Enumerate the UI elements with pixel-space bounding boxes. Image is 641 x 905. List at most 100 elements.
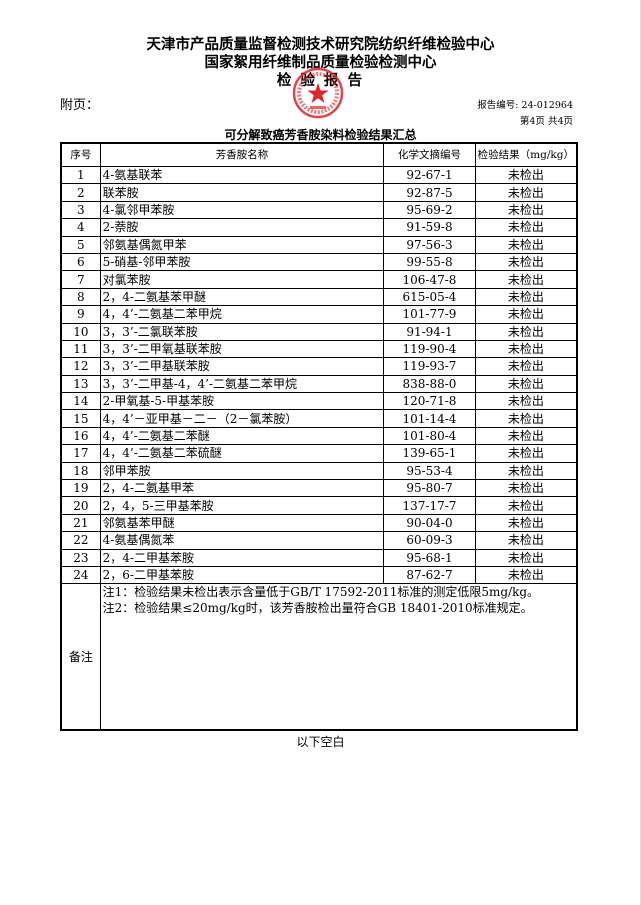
test-result: 未检出 [474, 200, 578, 220]
test-result: 未检出 [474, 270, 578, 289]
cas-number: 101-80-4 [383, 426, 476, 446]
table-row: 22 4-氨基偶氮苯 60-09-3 未检出 [60, 531, 578, 550]
table-title: 可分解致癌芳香胺染料检验结果汇总 [224, 128, 417, 142]
org-line-2: 国家絮用纤维制品质量检验检测中心 [204, 55, 437, 71]
test-result: 未检出 [474, 322, 578, 341]
test-result: 未检出 [474, 252, 578, 272]
amine-name: 2，4-二氨基苯甲醚 [99, 287, 385, 307]
row-number: 24 [60, 565, 101, 585]
row-number: 10 [60, 322, 101, 341]
table-row: 24 2，6-二甲基苯胺 87-62-7 未检出 [60, 565, 578, 585]
amine-name: 对氯苯胺 [99, 270, 385, 289]
row-number: 16 [60, 426, 101, 446]
report-number: 报告编号: 24-012964 [477, 100, 573, 111]
table-row: 1 4-氨基联苯 92-67-1 未检出 [60, 165, 578, 185]
row-number: 23 [60, 548, 101, 567]
cas-number: 91-59-8 [383, 218, 476, 237]
amine-name: 2，6-二甲基苯胺 [99, 565, 385, 585]
cas-number: 97-56-3 [383, 235, 476, 254]
remark-note: 注2：检验结果≤20mg/kg时，该芳香胺检出量符合GB 18401-2010标… [102, 601, 533, 616]
row-number: 15 [60, 409, 101, 428]
test-result: 未检出 [474, 339, 578, 359]
amine-name: 4，4’-二氨基二苯醚 [99, 426, 385, 446]
test-result: 未检出 [474, 183, 578, 202]
amine-name: 3，3’-二氯联苯胺 [99, 322, 385, 341]
amine-name: 联苯胺 [99, 183, 385, 202]
amine-name: 邻氨基苯甲醚 [99, 513, 385, 533]
test-result: 未检出 [474, 513, 578, 533]
test-result: 未检出 [474, 218, 578, 237]
amine-name: 4-氨基偶氮苯 [99, 531, 385, 550]
col-header-name: 芳香胺名称 [99, 142, 385, 167]
row-number: 4 [60, 218, 101, 237]
amine-name: 2，4，5-三甲基苯胺 [99, 496, 385, 515]
row-number: 12 [60, 357, 101, 376]
row-number: 6 [60, 252, 101, 272]
table-row: 23 2，4-二甲基苯胺 95-68-1 未检出 [60, 548, 578, 567]
test-result: 未检出 [474, 426, 578, 446]
amine-name: 2，4-二甲基苯胺 [99, 548, 385, 567]
page-info: 第4页 共4页 [519, 116, 573, 127]
row-number: 7 [60, 270, 101, 289]
table-row: 4 2-萘胺 91-59-8 未检出 [60, 218, 578, 237]
cas-number: 99-55-8 [383, 252, 476, 272]
table-row: 3 4-氯邻甲苯胺 95-69-2 未检出 [60, 200, 578, 220]
test-result: 未检出 [474, 531, 578, 550]
cas-number: 120-71-8 [383, 392, 476, 411]
test-result: 未检出 [474, 565, 578, 585]
org-line-1: 天津市产品质量监督检测技术研究院纺织纤维检验中心 [146, 37, 495, 53]
cas-number: 92-67-1 [383, 165, 476, 185]
amine-name: 2，4-二氨基甲苯 [99, 479, 385, 498]
row-number: 17 [60, 444, 101, 463]
table-row: 14 2-甲氧基-5-甲基苯胺 120-71-8 未检出 [60, 392, 578, 411]
cas-number: 95-69-2 [383, 200, 476, 220]
remarks-label: 备注 [60, 583, 101, 731]
test-result: 未检出 [474, 235, 578, 254]
table-row: 10 3，3’-二氯联苯胺 91-94-1 未检出 [60, 322, 578, 341]
test-result: 未检出 [474, 409, 578, 428]
test-result: 未检出 [474, 548, 578, 567]
amine-name: 4-氨基联苯 [99, 165, 385, 185]
test-result: 未检出 [474, 496, 578, 515]
amine-name: 5-硝基-邻甲苯胺 [99, 252, 385, 272]
table-row: 2 联苯胺 92-87-5 未检出 [60, 183, 578, 202]
row-number: 3 [60, 200, 101, 220]
remarks-row: 备注 注1：检验结果未检出表示含量低于GB/T 17592-2011标准的测定低限… [60, 583, 578, 731]
amine-name: 2-萘胺 [99, 218, 385, 237]
test-result: 未检出 [474, 461, 578, 481]
cas-number: 87-62-7 [383, 565, 476, 585]
col-header-no: 序号 [60, 142, 101, 167]
remark-note: 注1：检验结果未检出表示含量低于GB/T 17592-2011标准的测定低限5m… [102, 585, 540, 600]
row-number: 2 [60, 183, 101, 202]
test-result: 未检出 [474, 479, 578, 498]
results-table: 序号 芳香胺名称 化学文摘编号 检验结果（mg/kg） 1 4-氨基联苯 92-67… [60, 142, 578, 732]
amine-name: 3，3’-二甲氧基联苯胺 [99, 339, 385, 359]
row-number: 13 [60, 374, 101, 394]
amine-name: 3，3’-二甲基联苯胺 [99, 357, 385, 376]
amine-name: 邻氨基偶氮甲苯 [99, 235, 385, 254]
row-number: 19 [60, 479, 101, 498]
row-number: 20 [60, 496, 101, 515]
table-row: 11 3，3’-二甲氧基联苯胺 119-90-4 未检出 [60, 339, 578, 359]
cas-number: 101-14-4 [383, 409, 476, 428]
test-result: 未检出 [474, 357, 578, 376]
official-seal [292, 67, 344, 119]
test-result: 未检出 [474, 392, 578, 411]
table-row: 9 4，4’-二氨基二苯甲烷 101-77-9 未检出 [60, 305, 578, 324]
row-number: 8 [60, 287, 101, 307]
table-row: 5 邻氨基偶氮甲苯 97-56-3 未检出 [60, 235, 578, 254]
col-header-result: 检验结果（mg/kg） [474, 142, 578, 167]
cas-number: 137-17-7 [383, 496, 476, 515]
remarks-notes: 注1：检验结果未检出表示含量低于GB/T 17592-2011标准的测定低限5m… [99, 583, 578, 731]
row-number: 5 [60, 235, 101, 254]
cas-number: 92-87-5 [383, 183, 476, 202]
test-result: 未检出 [474, 287, 578, 307]
row-number: 9 [60, 305, 101, 324]
cas-number: 95-68-1 [383, 548, 476, 567]
row-number: 18 [60, 461, 101, 481]
table-row: 13 3，3’-二甲基-4，4’-二氨基二苯甲烷 838-88-0 未检出 [60, 374, 578, 394]
row-number: 1 [60, 165, 101, 185]
cas-number: 139-65-1 [383, 444, 476, 463]
test-result: 未检出 [474, 305, 578, 324]
